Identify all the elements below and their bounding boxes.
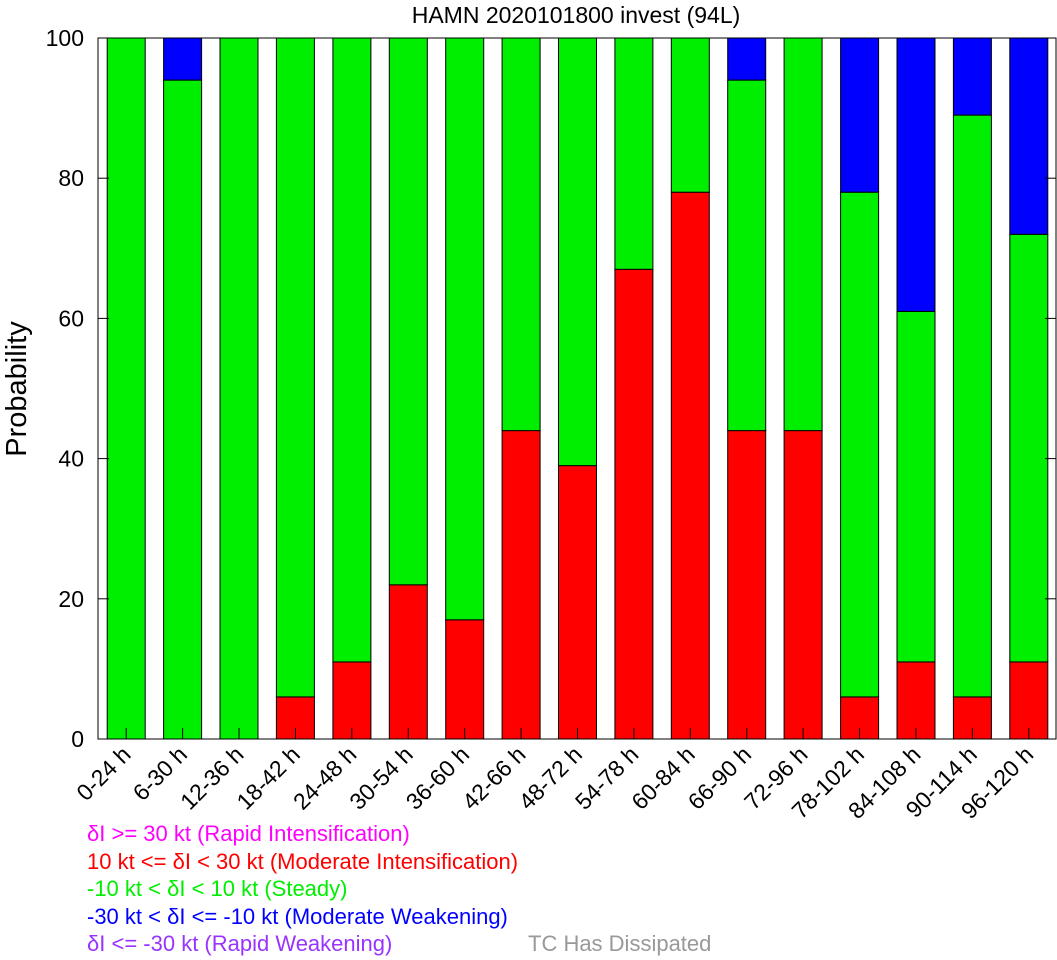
bar-segment [614, 268, 654, 740]
bar-segment [727, 37, 767, 81]
y-tick-label: 40 [58, 446, 84, 472]
bar-segment [670, 37, 710, 193]
legend-entry: -10 kt < δI < 10 kt (Steady) [87, 876, 348, 901]
y-tick-label: 60 [58, 305, 84, 331]
bar-segment [896, 310, 936, 663]
legend-entry: δI >= 30 kt (Rapid Intensification) [87, 821, 410, 846]
bar-segment [896, 661, 936, 740]
bar-segment [783, 37, 823, 432]
y-tick-label: 80 [58, 165, 84, 191]
legend-entry: -30 kt < δI <= -10 kt (Moderate Weakenin… [87, 903, 508, 929]
bar-segment [727, 430, 767, 740]
legend: δI >= 30 kt (Rapid Intensification) 10 kt… [87, 820, 1047, 960]
y-axis-label: Probability [1, 321, 33, 457]
chart-title: HAMN 2020101800 invest (94L) [412, 2, 741, 28]
bar-segment [783, 430, 823, 740]
y-tick-label: 20 [58, 586, 84, 612]
bar-segment [727, 79, 767, 432]
bar-segment [332, 37, 372, 663]
bar-segment [840, 37, 880, 193]
bar-segment [163, 79, 203, 740]
bar-segment [445, 619, 485, 740]
x-tick-labels: 0-24 h6-30 h12-36 h18-42 h24-48 h30-54 h… [71, 741, 1038, 820]
bar-segment [558, 37, 597, 467]
bar-segment [388, 584, 428, 740]
bar-segment [896, 37, 936, 312]
bar-segment [840, 191, 880, 698]
bar-segment [558, 465, 597, 740]
bars-group [106, 37, 1049, 740]
bar-segment [163, 37, 203, 81]
axes-group [97, 37, 1057, 740]
y-tick-labels: 0 20 40 60 80 100 [46, 25, 84, 752]
bar-segment [1009, 661, 1049, 740]
bar-segment [670, 191, 710, 740]
legend-dissipated: TC Has Dissipated [528, 931, 712, 956]
legend-entry: 10 kt <= δI < 30 kt (Moderate Intensific… [87, 848, 519, 874]
bar-segment [445, 37, 485, 621]
y-tick-label: 100 [46, 25, 84, 51]
bar-segment [219, 37, 259, 740]
bar-segment [1009, 37, 1049, 235]
bar-segment [501, 37, 541, 432]
bar-segment [952, 114, 992, 698]
legend-entry: δI <= -30 kt (Rapid Weakening) [87, 931, 393, 956]
bar-segment [332, 661, 372, 740]
y-tick-label: 0 [71, 726, 84, 752]
bar-segment [952, 37, 992, 116]
bar-segment [106, 37, 146, 740]
bar-segment [388, 37, 428, 586]
bar-segment [501, 430, 541, 740]
bar-segment [275, 37, 315, 698]
stacked-bar-chart: HAMN 2020101800 invest (94L) Probability… [1, 2, 1057, 820]
bar-segment [1009, 233, 1049, 663]
bar-segment [614, 37, 654, 270]
